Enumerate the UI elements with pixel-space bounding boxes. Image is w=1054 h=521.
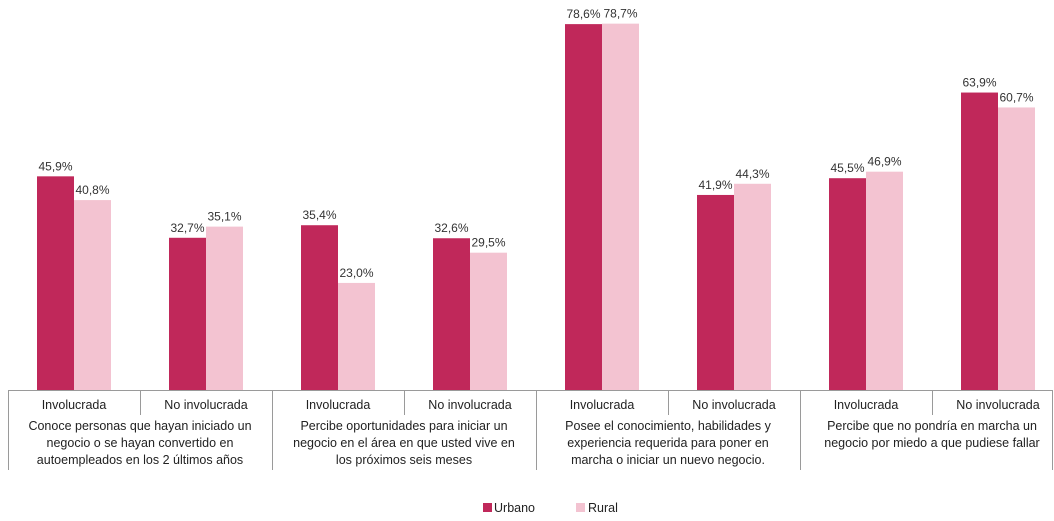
value-label-urbano-7: 63,9% bbox=[962, 76, 996, 90]
value-label-rural-4: 78,7% bbox=[603, 7, 637, 21]
category-label-2: Involucrada bbox=[306, 398, 371, 412]
bar-rural-7 bbox=[998, 107, 1035, 390]
value-label-urbano-5: 41,9% bbox=[698, 178, 732, 192]
value-label-urbano-4: 78,6% bbox=[566, 7, 600, 21]
value-label-rural-6: 46,9% bbox=[867, 155, 901, 169]
value-label-rural-7: 60,7% bbox=[999, 90, 1033, 104]
bar-urbano-5 bbox=[697, 194, 734, 390]
bar-rural-5 bbox=[734, 183, 771, 390]
bar-urbano-6 bbox=[829, 178, 866, 390]
bar-urbano-1 bbox=[169, 237, 206, 390]
category-label-6: Involucrada bbox=[834, 398, 899, 412]
group-label-2-line-2: marcha o iniciar un nuevo negocio. bbox=[571, 453, 765, 467]
bar-rural-1 bbox=[206, 226, 243, 390]
bar-urbano-0 bbox=[37, 176, 74, 390]
group-label-1-line-2: los próximos seis meses bbox=[336, 453, 472, 467]
bar-rural-6 bbox=[866, 171, 903, 390]
value-label-urbano-2: 35,4% bbox=[302, 208, 336, 222]
bar-rural-0 bbox=[74, 200, 111, 390]
group-label-2-line-0: Posee el conocimiento, habilidades y bbox=[565, 419, 771, 433]
bar-urbano-2 bbox=[301, 225, 338, 390]
value-label-rural-1: 35,1% bbox=[207, 210, 241, 224]
value-label-rural-5: 44,3% bbox=[735, 167, 769, 181]
value-label-urbano-6: 45,5% bbox=[830, 161, 864, 175]
value-label-rural-3: 29,5% bbox=[471, 236, 505, 250]
legend-swatch-rural bbox=[576, 503, 585, 512]
legend: Urbano Rural bbox=[483, 501, 618, 515]
value-label-urbano-1: 32,7% bbox=[170, 221, 204, 235]
group-label-0-line-0: Conoce personas que hayan iniciado un bbox=[28, 419, 251, 433]
category-label-1: No involucrada bbox=[164, 398, 247, 412]
group-label-3-line-1: negocio por miedo a que pudiese fallar bbox=[824, 436, 1039, 450]
category-label-3: No involucrada bbox=[428, 398, 511, 412]
category-label-7: No involucrada bbox=[956, 398, 1039, 412]
value-label-urbano-3: 32,6% bbox=[434, 221, 468, 235]
group-label-2-line-1: experiencia requerida para poner en bbox=[567, 436, 769, 450]
bar-rural-3 bbox=[470, 252, 507, 390]
group-label-0-line-1: negocio o se hayan convertido en bbox=[47, 436, 234, 450]
legend-label-rural: Rural bbox=[588, 501, 618, 515]
group-label-1-line-1: negocio en el área en que usted vive en bbox=[293, 436, 515, 450]
legend-swatch-urbano bbox=[483, 503, 492, 512]
category-label-5: No involucrada bbox=[692, 398, 775, 412]
category-label-4: Involucrada bbox=[570, 398, 635, 412]
bar-rural-2 bbox=[338, 282, 375, 390]
value-label-rural-2: 23,0% bbox=[339, 266, 373, 280]
category-label-0: Involucrada bbox=[42, 398, 107, 412]
bar-urbano-7 bbox=[961, 92, 998, 390]
legend-label-urbano: Urbano bbox=[494, 501, 535, 515]
bar-urbano-3 bbox=[433, 238, 470, 390]
value-label-rural-0: 40,8% bbox=[75, 183, 109, 197]
bar-urbano-4 bbox=[565, 24, 602, 390]
group-label-3-line-0: Percibe que no pondría en marcha un bbox=[827, 419, 1037, 433]
group-label-0-line-2: autoempleados en los 2 últimos años bbox=[37, 453, 243, 467]
group-label-1-line-0: Percibe oportunidades para iniciar un bbox=[300, 419, 507, 433]
bar-rural-4 bbox=[602, 23, 639, 391]
value-label-urbano-0: 45,9% bbox=[38, 159, 72, 173]
